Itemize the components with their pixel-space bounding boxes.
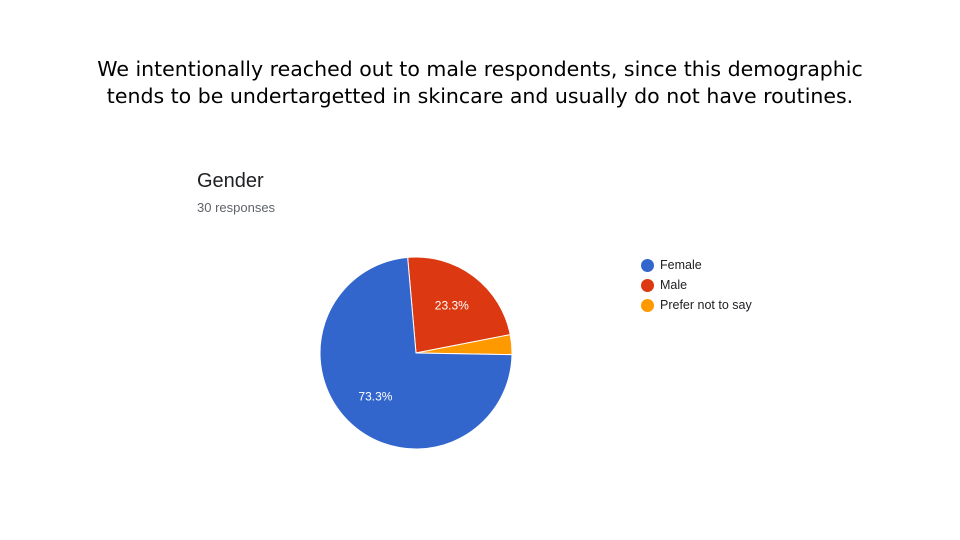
- slide-heading: We intentionally reached out to male res…: [40, 56, 920, 110]
- legend-swatch-female: [641, 258, 654, 272]
- legend-label-prefer-not-to-say: Prefer not to say: [660, 298, 752, 312]
- legend-item-prefer-not-to-say[interactable]: Prefer not to say: [641, 295, 752, 315]
- pie-label-male: 23.3%: [435, 298, 469, 312]
- legend-item-male[interactable]: Male: [641, 275, 752, 295]
- legend-swatch-prefer-not-to-say: [641, 298, 654, 312]
- pie-slice-male[interactable]: [407, 256, 511, 354]
- pie-slice-female[interactable]: [319, 256, 513, 450]
- legend-label-female: Female: [660, 258, 702, 272]
- chart-legend: Female Male Prefer not to say: [641, 255, 752, 315]
- legend-label-male: Male: [660, 278, 688, 292]
- legend-item-female[interactable]: Female: [641, 255, 752, 275]
- slide-heading-line-1: We intentionally reached out to male res…: [97, 57, 863, 81]
- chart-subtitle: 30 responses: [197, 200, 276, 215]
- legend-swatch-male: [641, 278, 654, 292]
- slide-heading-line-2: tends to be undertargetted in skincare a…: [106, 84, 854, 108]
- chart-title: Gender: [197, 170, 264, 192]
- pie-label-female: 73.3%: [358, 390, 392, 404]
